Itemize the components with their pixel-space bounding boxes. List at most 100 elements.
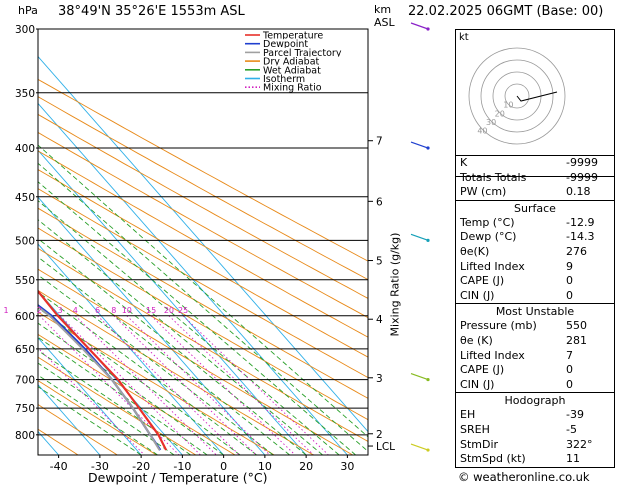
x-axis-label: Dewpoint / Temperature (°C) <box>88 470 268 485</box>
copyright: © weatheronline.co.uk <box>458 470 590 484</box>
mixing-ratio-line <box>126 315 271 455</box>
wet-adiabat-line <box>38 144 368 438</box>
pressure-tick-label: 450 <box>15 192 35 204</box>
pressure-tick-label: 400 <box>15 143 35 155</box>
most-unstable-value: 7 <box>566 348 573 362</box>
pressure-tick-label: 800 <box>15 430 35 442</box>
index-value: -9999 <box>566 170 598 184</box>
hodograph-ring-label: 40 <box>477 127 487 136</box>
hodograph-ring-label: 30 <box>486 118 496 127</box>
mixing-ratio-label: 20 <box>164 306 174 315</box>
wind-barb <box>410 443 429 451</box>
index-row: PW (cm) 0.18 <box>456 185 614 200</box>
surface-row: CAPE (J) 0 <box>456 274 614 289</box>
mixing-ratio-line <box>113 315 257 455</box>
dry-adiabat-line <box>38 207 368 399</box>
isotherm-line <box>38 290 183 455</box>
index-value: 0.18 <box>566 185 591 199</box>
wind-barb-dot <box>426 377 430 382</box>
surface-value: -14.3 <box>566 230 595 244</box>
km-tick-label: 3 <box>376 373 383 385</box>
index-row: Totals Totals -9999 <box>456 171 614 186</box>
mixing-ratio-label: 15 <box>146 306 156 315</box>
surface-title: Surface <box>514 201 556 215</box>
hodograph-table-row: StmDir 322° <box>456 438 614 453</box>
mixing-ratio-axis-label: Mixing Ratio (g/kg) <box>388 232 402 337</box>
surface-row: CIN (J) 0 <box>456 289 614 304</box>
mixing-ratio-line <box>97 315 240 455</box>
legend-label: Dewpoint <box>263 39 308 50</box>
pressure-tick-label: 600 <box>15 311 35 323</box>
mixing-ratio-label: 8 <box>111 306 116 315</box>
hodograph-ring <box>480 59 554 133</box>
hodograph-ring <box>504 83 530 109</box>
temperature-tick-label: 10 <box>258 460 272 473</box>
most-unstable-label: Lifted Index <box>460 348 525 362</box>
km-tick-label: 4 <box>376 314 383 326</box>
km-tick-label: 6 <box>376 196 383 208</box>
index-label: PW (cm) <box>460 185 507 199</box>
most-unstable-row: CAPE (J) 0 <box>456 363 614 378</box>
isotherm-line <box>38 149 307 455</box>
dry-adiabat-line <box>38 96 368 281</box>
most-unstable-row: CIN (J) 0 <box>456 378 614 393</box>
pressure-tick-label: 500 <box>15 235 35 247</box>
wind-barb-dot <box>426 238 430 242</box>
km-label: km <box>374 3 392 16</box>
wind-barb-dot <box>426 448 430 452</box>
location-title: 38°49'N 35°26'E 1553m ASL <box>58 4 245 19</box>
dry-adiabat-line <box>38 188 368 379</box>
temperature-tick-label: 20 <box>299 460 313 473</box>
surface-row: Temp (°C) -12.9 <box>456 216 614 231</box>
dry-adiabat-line <box>38 78 368 262</box>
plot-frame <box>37 28 369 456</box>
profile-temperature <box>38 289 168 451</box>
hodograph-table-value: -39 <box>566 408 584 422</box>
dry-adiabat-line <box>38 169 368 358</box>
hodograph-table-value: 322° <box>566 437 593 451</box>
hodograph-table-label: StmSpd (kt) <box>460 452 526 466</box>
most-unstable-value: 281 <box>566 333 587 347</box>
hodograph-table-row: StmSpd (kt) 11 <box>456 452 614 467</box>
legend-label: Parcel Trajectory <box>263 48 342 59</box>
surface-label: θe(K) <box>460 244 490 258</box>
hodograph-table-title: Hodograph <box>504 394 566 408</box>
surface-label: CIN (J) <box>460 288 495 302</box>
wet-adiabat-line <box>38 162 368 452</box>
wind-barb <box>410 22 429 30</box>
surface-row: Dewp (°C) -14.3 <box>456 230 614 245</box>
isotherm-line <box>38 196 266 455</box>
surface-label: Temp (°C) <box>460 215 515 229</box>
temperature-tick-label: -20 <box>132 460 150 473</box>
most-unstable-row: Lifted Index 7 <box>456 349 614 364</box>
temperature-tick-label: -30 <box>91 460 109 473</box>
mixing-ratio-label: 2 <box>37 306 42 315</box>
most-unstable-row: Pressure (mb) 550 <box>456 319 614 334</box>
mixing-ratio-label: 10 <box>122 306 132 315</box>
pressure-tick-label: 700 <box>15 375 35 387</box>
most-unstable-value: 0 <box>566 363 573 377</box>
wind-barb-dot <box>426 146 430 150</box>
km-tick-label: 7 <box>376 136 383 148</box>
hodograph-table-row: EH -39 <box>456 408 614 423</box>
wind-barb <box>410 233 429 241</box>
temperature-tick-label: -10 <box>173 460 191 473</box>
surface-value: 0 <box>566 274 573 288</box>
surface-label: Dewp (°C) <box>460 230 517 244</box>
dry-adiabat-line <box>38 131 368 319</box>
most-unstable-value: 0 <box>566 377 573 391</box>
hodograph-table-label: SREH <box>460 422 490 436</box>
legend-label: Isotherm <box>263 74 305 85</box>
temperature-tick-label: 0 <box>220 460 227 473</box>
mixing-ratio-label: 4 <box>73 306 78 315</box>
legend-label: Temperature <box>262 31 323 42</box>
dry-adiabat-line <box>38 113 368 299</box>
hodograph-ring-label: 20 <box>495 109 505 118</box>
most-unstable-label: Pressure (mb) <box>460 319 537 333</box>
index-value: -9999 <box>566 156 598 169</box>
dry-adiabat-line <box>38 150 368 338</box>
wind-barb <box>410 141 429 149</box>
